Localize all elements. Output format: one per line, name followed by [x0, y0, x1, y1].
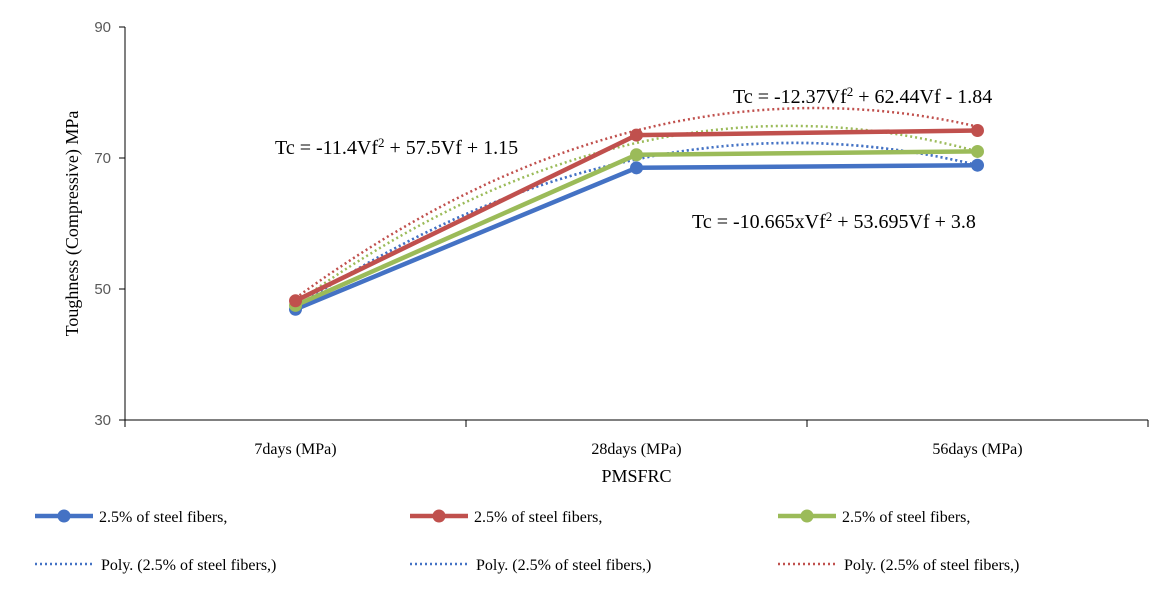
y-axis-title: Toughness (Compressive) MPa — [62, 111, 83, 337]
data-point-s3-3 — [971, 145, 984, 158]
legend-trend-label-1: Poly. (2.5% of steel fibers,) — [101, 557, 276, 574]
x-axis-title: PMSFRC — [601, 466, 671, 486]
y-tick-label: 90 — [94, 19, 111, 36]
y-tick-label: 70 — [94, 150, 111, 167]
data-point-s2-1 — [289, 294, 302, 307]
equation-label-3: Tc = -10.665xVf2 + 53.695Vf + 3.8 — [692, 209, 976, 234]
y-tick-label: 50 — [94, 281, 111, 298]
data-point-s2-2 — [630, 129, 643, 142]
data-point-s1-3 — [971, 159, 984, 172]
legend-trend-label-3: Poly. (2.5% of steel fibers,) — [844, 557, 1019, 574]
data-point-s3-2 — [630, 148, 643, 161]
legend-label-1: 2.5% of steel fibers, — [99, 509, 227, 526]
legend-trend-label-2: Poly. (2.5% of steel fibers,) — [476, 557, 651, 574]
data-point-s2-3 — [971, 124, 984, 137]
x-tick-label: 56days (MPa) — [932, 441, 1022, 458]
x-tick-label: 7days (MPa) — [254, 441, 336, 458]
equation-label-2: Tc = -12.37Vf2 + 62.44Vf - 1.84 — [733, 84, 992, 109]
legend-marker-1 — [58, 510, 71, 523]
data-point-s1-2 — [630, 161, 643, 174]
equation-label-1: Tc = -11.4Vf2 + 57.5Vf + 1.15 — [275, 135, 518, 160]
legend-marker-2 — [433, 510, 446, 523]
x-tick-label: 28days (MPa) — [591, 441, 681, 458]
legend-label-3: 2.5% of steel fibers, — [842, 509, 970, 526]
y-tick-label: 30 — [94, 412, 111, 429]
legend-marker-3 — [801, 510, 814, 523]
legend-label-2: 2.5% of steel fibers, — [474, 509, 602, 526]
